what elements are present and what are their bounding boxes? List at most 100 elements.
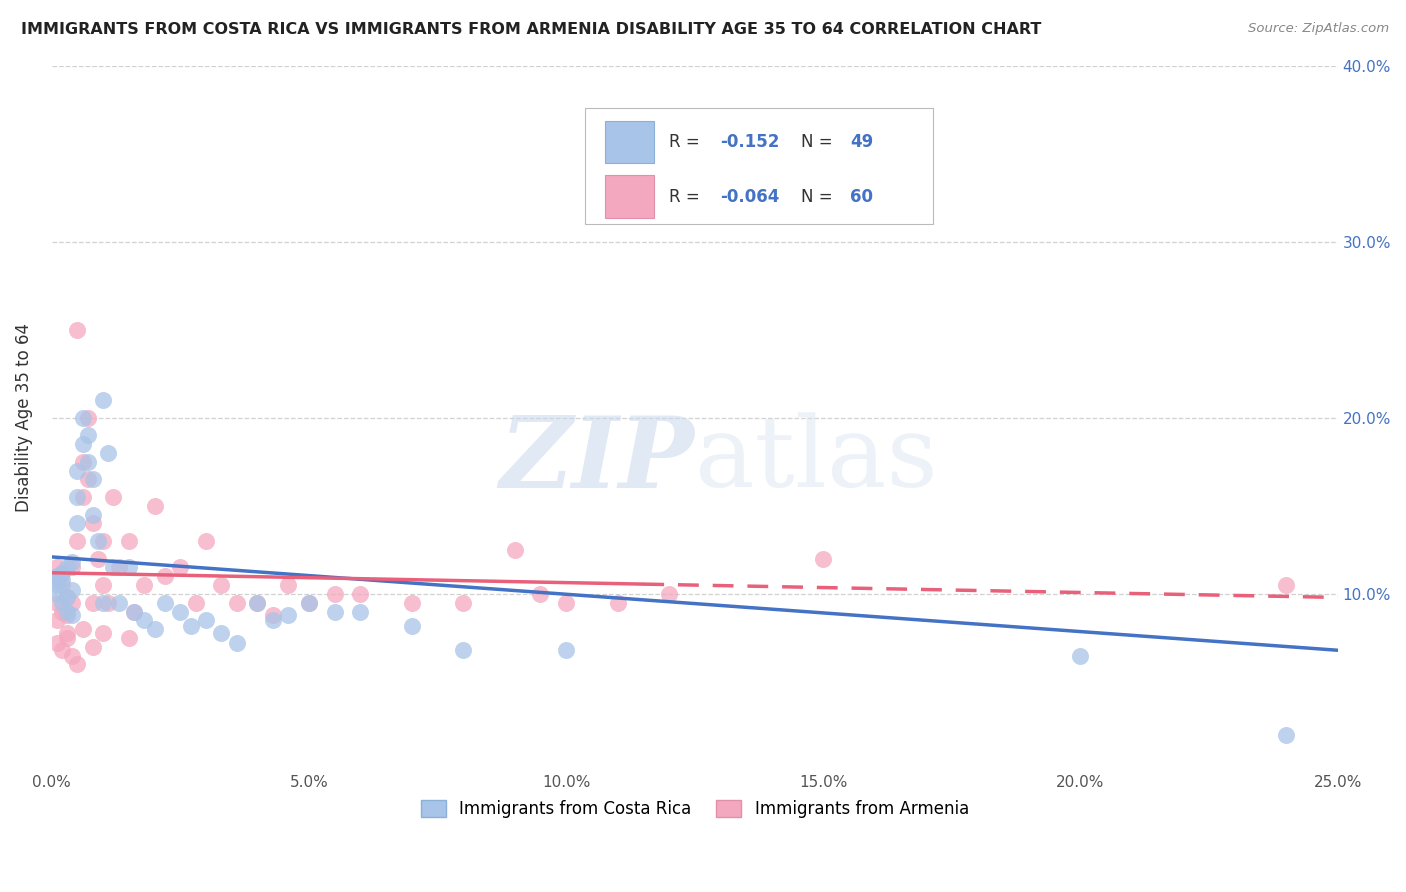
Point xyxy=(66,323,89,337)
Point xyxy=(153,596,176,610)
Point xyxy=(658,587,681,601)
Point xyxy=(323,587,346,601)
Point xyxy=(72,490,94,504)
Point xyxy=(76,472,98,486)
Point xyxy=(60,596,83,610)
Point xyxy=(51,596,73,610)
Point xyxy=(76,410,98,425)
Point xyxy=(56,631,79,645)
Point xyxy=(606,596,628,610)
Point xyxy=(45,636,67,650)
Point xyxy=(262,607,284,622)
Point xyxy=(246,596,269,610)
Point xyxy=(51,578,73,592)
Point xyxy=(103,490,125,504)
Point xyxy=(103,560,125,574)
Point xyxy=(195,613,218,627)
Point xyxy=(82,640,104,654)
Point xyxy=(60,583,83,598)
Point xyxy=(51,605,73,619)
Point xyxy=(1275,578,1298,592)
Point xyxy=(451,643,474,657)
Point xyxy=(56,625,79,640)
Point xyxy=(122,605,145,619)
Point xyxy=(118,631,141,645)
Point xyxy=(813,551,835,566)
Point xyxy=(45,596,67,610)
Point xyxy=(56,560,79,574)
Point xyxy=(45,578,67,592)
Point xyxy=(226,596,249,610)
Point xyxy=(51,573,73,587)
Point xyxy=(211,578,233,592)
Point xyxy=(87,551,110,566)
Point xyxy=(87,534,110,549)
Point xyxy=(45,569,67,583)
Point xyxy=(56,591,79,605)
Text: R =: R = xyxy=(669,187,704,205)
Point xyxy=(60,555,83,569)
Text: atlas: atlas xyxy=(695,412,938,508)
Point xyxy=(323,605,346,619)
FancyBboxPatch shape xyxy=(585,108,932,224)
Point xyxy=(51,566,73,580)
Point xyxy=(45,560,67,574)
Point xyxy=(451,596,474,610)
Point xyxy=(91,578,114,592)
Point xyxy=(401,618,423,632)
Point xyxy=(45,587,67,601)
Point xyxy=(143,499,166,513)
Point xyxy=(1275,728,1298,742)
Point xyxy=(262,613,284,627)
Point xyxy=(56,607,79,622)
Point xyxy=(66,534,89,549)
Legend: Immigrants from Costa Rica, Immigrants from Armenia: Immigrants from Costa Rica, Immigrants f… xyxy=(413,794,976,825)
Bar xyxy=(605,176,654,218)
Point xyxy=(555,596,578,610)
Point xyxy=(45,613,67,627)
Point xyxy=(298,596,321,610)
Point xyxy=(82,472,104,486)
Point xyxy=(66,516,89,531)
Point xyxy=(107,560,129,574)
Text: N =: N = xyxy=(801,187,838,205)
Point xyxy=(1069,648,1091,663)
Point xyxy=(298,596,321,610)
Point xyxy=(97,446,120,460)
Point xyxy=(82,508,104,522)
Point xyxy=(153,569,176,583)
Point xyxy=(143,622,166,636)
Point xyxy=(503,542,526,557)
Point xyxy=(45,573,67,587)
Point xyxy=(66,464,89,478)
Point xyxy=(226,636,249,650)
Point xyxy=(51,566,73,580)
Bar xyxy=(605,120,654,163)
Text: 60: 60 xyxy=(851,187,873,205)
Point xyxy=(60,607,83,622)
Point xyxy=(51,643,73,657)
Point xyxy=(195,534,218,549)
Text: ZIP: ZIP xyxy=(499,412,695,508)
Point xyxy=(91,625,114,640)
Text: IMMIGRANTS FROM COSTA RICA VS IMMIGRANTS FROM ARMENIA DISABILITY AGE 35 TO 64 CO: IMMIGRANTS FROM COSTA RICA VS IMMIGRANTS… xyxy=(21,22,1042,37)
Point xyxy=(134,613,156,627)
Point xyxy=(60,560,83,574)
Point xyxy=(66,657,89,672)
Text: R =: R = xyxy=(669,133,704,151)
Point xyxy=(169,605,191,619)
Point xyxy=(76,455,98,469)
Point xyxy=(555,643,578,657)
Point xyxy=(66,490,89,504)
Point xyxy=(118,560,141,574)
Point xyxy=(91,534,114,549)
Point xyxy=(60,648,83,663)
Point xyxy=(72,622,94,636)
Point xyxy=(134,578,156,592)
Point xyxy=(118,534,141,549)
Point xyxy=(349,605,371,619)
Text: Source: ZipAtlas.com: Source: ZipAtlas.com xyxy=(1249,22,1389,36)
Point xyxy=(349,587,371,601)
Point xyxy=(56,591,79,605)
Point xyxy=(91,393,114,408)
